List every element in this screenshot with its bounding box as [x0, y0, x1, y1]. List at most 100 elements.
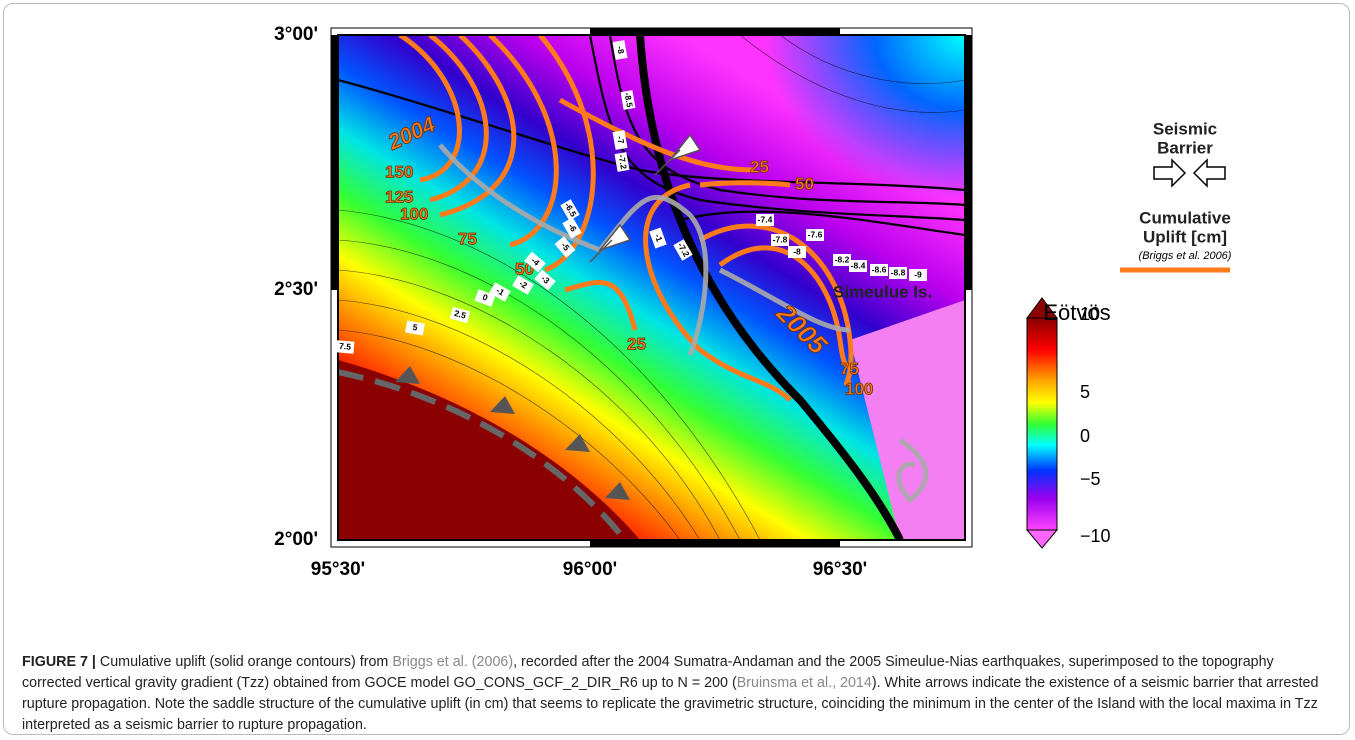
label-box [870, 264, 888, 276]
colorbar-tick-label: 5 [1080, 382, 1090, 402]
tzz-contour-label: -8 [612, 40, 628, 60]
tzz-contour-text: 7.5 [339, 341, 352, 352]
label-box [620, 90, 636, 110]
label-box [806, 229, 824, 241]
tzz-contour-label: -9 [909, 269, 927, 281]
label-box [771, 234, 789, 246]
label-box [889, 267, 907, 279]
x-tick-label: 96°30' [813, 559, 867, 580]
tzz-contour-label: -1 [489, 282, 511, 302]
caption-text: Cumulative uplift (solid orange contours… [95, 654, 393, 670]
uplift-contour-label: 100 [845, 379, 873, 398]
label-box [788, 246, 806, 258]
label-box [449, 306, 471, 324]
tzz-contour-label: -7.4 [756, 214, 774, 226]
tzz-contour-text: -1 [653, 232, 665, 243]
uplift-source: (Briggs et al. 2006) [1139, 250, 1232, 262]
tzz-contour-text: 5 [412, 322, 419, 333]
label-box [756, 214, 774, 226]
tzz-contour-label: -6.5 [560, 199, 580, 221]
tzz-contour-text: -7.6 [808, 229, 823, 239]
label-box [614, 152, 630, 172]
label-box [534, 269, 556, 291]
barrier-title: Seismic [1153, 119, 1217, 138]
tzz-contour-text: -1 [495, 285, 507, 298]
uplift-contour-label: 150 [385, 162, 413, 181]
colorbar-tick-label: −10 [1080, 526, 1111, 546]
tzz-contour-label: 2.5 [449, 306, 471, 324]
label-box [489, 282, 511, 302]
tzz-contour-text: -9 [914, 269, 922, 279]
tzz-contour-text: -6 [566, 222, 579, 234]
tzz-contour-label: -3 [534, 269, 556, 291]
colorbar-tick-label: −5 [1080, 469, 1101, 489]
caption-reference: Briggs et al. (2006) [392, 654, 514, 670]
tzz-contour-label: -1 [649, 227, 667, 249]
tzz-contour-text: -8.4 [851, 260, 866, 270]
figure: 95°30' 96°00' 96°30'3°00'2°30'2°00'2004200… [274, 24, 1232, 580]
uplift-contour-label: 100 [400, 204, 428, 223]
tzz-contour-label: -8.5 [620, 90, 636, 110]
uplift-contour-label: 50 [795, 174, 814, 193]
label-box [405, 320, 425, 336]
tzz-contour-text: -8.2 [835, 254, 850, 264]
tzz-contour-text: -8.5 [623, 92, 635, 108]
caption-text: , recorded after the 2004 Sumatra-Andama… [22, 654, 1274, 691]
colorbar-title: Eötvös [1043, 300, 1110, 325]
tzz-contour-label: -7 [612, 130, 628, 150]
tzz-contour-label: -7.2 [614, 152, 630, 172]
tzz-contour-label: -7.6 [806, 229, 824, 241]
tzz-contour-text: -8 [793, 246, 801, 256]
uplift-contour-label: 75 [840, 359, 859, 378]
tzz-contour-label: 7.5 [335, 340, 355, 354]
label-box [562, 217, 582, 239]
uplift-contour-label: 25 [750, 157, 769, 176]
label-box [335, 340, 355, 354]
caption-reference: Bruinsma et al., 2014 [736, 675, 872, 691]
label-box [833, 254, 851, 266]
tzz-contour-label: -7.8 [771, 234, 789, 246]
uplift-contour-label: 75 [458, 229, 477, 248]
label-box [649, 227, 667, 249]
map [338, 35, 965, 540]
tzz-contour-label: -8.8 [889, 267, 907, 279]
uplift-title: Cumulative [1139, 208, 1231, 227]
label-box [560, 199, 580, 221]
label-box [512, 275, 534, 295]
label-box [524, 251, 546, 273]
tzz-contour-label: -7.2 [673, 239, 693, 261]
y-tick-label: 2°30' [274, 279, 318, 300]
tzz-contour-label: 0 [474, 289, 496, 307]
tzz-contour-label: -8.2 [833, 254, 851, 266]
tzz-contour-label: 5 [405, 320, 425, 336]
tzz-contour-label: -6 [562, 217, 582, 239]
label-box [673, 239, 693, 261]
tzz-contour-label: -2 [512, 275, 534, 295]
label-box [849, 260, 867, 272]
x-tick-label: 95°30' [311, 559, 365, 580]
tzz-contour-label: -4 [524, 251, 546, 273]
y-tick-label: 3°00' [274, 24, 318, 45]
barrier-title: Barrier [1157, 138, 1213, 157]
tzz-contour-label: -8 [788, 246, 806, 258]
caption-text: ). White arrows indicate the existence o… [22, 675, 1319, 733]
caption: FIGURE 7 | Cumulative uplift (solid oran… [22, 652, 1334, 736]
tzz-contour-text: -8 [615, 45, 626, 54]
label-box [612, 40, 628, 60]
island-label: Simeulue Is. [833, 282, 932, 301]
tzz-contour-text: -8.6 [872, 264, 887, 274]
colorbar-tick-label: 0 [1080, 426, 1090, 446]
tzz-contour-label: -8.6 [870, 264, 888, 276]
figure-frame [3, 3, 1350, 735]
tzz-contour-text: -7.2 [617, 154, 629, 170]
y-tick-label: 2°00' [274, 529, 318, 550]
label-box [612, 130, 628, 150]
tzz-contour-text: 0 [481, 292, 489, 303]
tzz-contour-label: -8.4 [849, 260, 867, 272]
uplift-contour-label: 125 [385, 187, 413, 206]
colorbar-tick-label: 10 [1080, 304, 1100, 324]
x-tick-label: 96°00' [563, 559, 617, 580]
label-box [474, 289, 496, 307]
label-box [554, 236, 576, 258]
